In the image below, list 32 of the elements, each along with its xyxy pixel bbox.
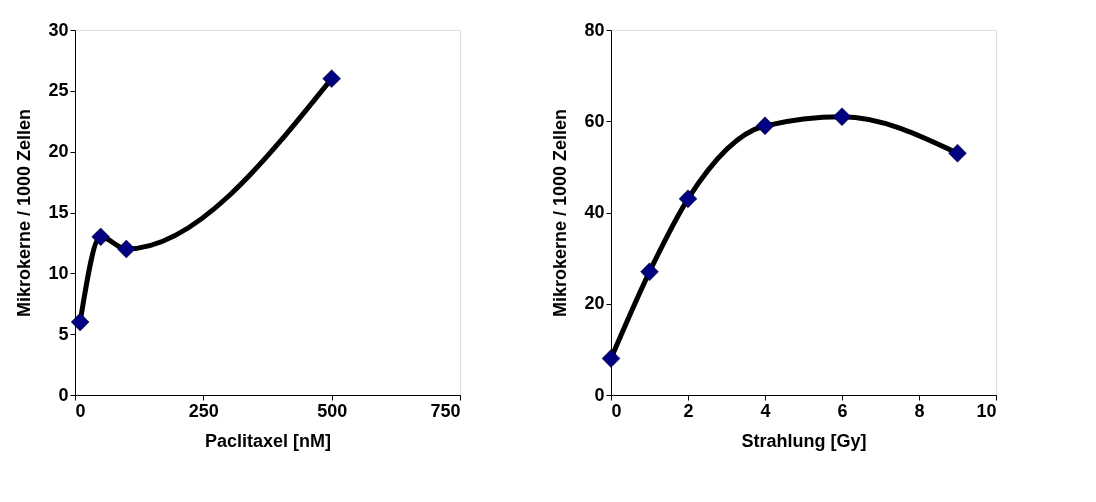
x-tick-label: 250: [188, 400, 219, 421]
point: [832, 107, 852, 126]
x-tick-label: 6: [837, 400, 848, 421]
y-axis-title: Mikrokerne / 1000 Zellen: [550, 108, 571, 318]
x-tick-label: 8: [914, 400, 925, 421]
y-tick-label: 15: [48, 202, 69, 222]
y-tick-label: 0: [594, 384, 605, 405]
y-tick-label: 20: [584, 293, 605, 314]
y-tick-label: 25: [48, 80, 69, 101]
x-axis-title: Strahlung [Gy]: [741, 430, 867, 451]
x-tick-label: 0: [611, 400, 622, 421]
x-tick-label: 0: [75, 400, 86, 421]
x-tick-label: 750: [430, 400, 461, 421]
y-tick-label: 60: [584, 110, 605, 131]
y-tick-label: 10: [48, 262, 69, 283]
x-tick-label: 500: [317, 400, 348, 421]
y-tick-label: 30: [48, 19, 69, 40]
y-tick-label: 0: [58, 384, 69, 405]
point: [601, 349, 621, 368]
y-tick-label: 20: [48, 141, 69, 162]
x-tick-label: 4: [760, 400, 771, 421]
x-tick-label: 2: [683, 400, 694, 421]
point: [948, 143, 967, 163]
point: [678, 189, 698, 209]
y-tick-label: 80: [584, 19, 605, 40]
y-tick-label: 40: [584, 202, 605, 222]
y-axis-title: Mikrokerne / 1000 Zellen: [14, 108, 35, 318]
x-axis-title: Paclitaxel [nM]: [204, 430, 332, 451]
point: [755, 116, 775, 136]
point: [640, 262, 659, 282]
x-tick-label: 10: [976, 400, 997, 421]
y-tick-label: 5: [58, 323, 69, 344]
